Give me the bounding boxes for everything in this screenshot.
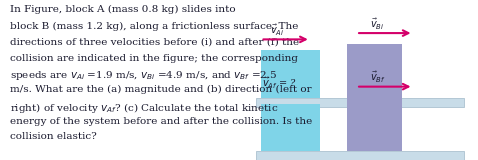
FancyBboxPatch shape (256, 98, 464, 107)
FancyBboxPatch shape (347, 98, 402, 151)
Text: block B (mass 1.2 kg), along a frictionless surface. The: block B (mass 1.2 kg), along a frictionl… (10, 22, 298, 31)
Text: speeds are $v_{Ai}$ =1.9 m/s, $v_{Bi}$ =4.9 m/s, and $v_{Bf}$ =2.5: speeds are $v_{Ai}$ =1.9 m/s, $v_{Bi}$ =… (10, 69, 277, 82)
Text: collision elastic?: collision elastic? (10, 132, 96, 141)
Text: collision are indicated in the figure; the corresponding: collision are indicated in the figure; t… (10, 54, 298, 63)
FancyBboxPatch shape (256, 151, 464, 160)
Text: m/s. What are the (a) magnitude and (b) direction (left or: m/s. What are the (a) magnitude and (b) … (10, 85, 311, 94)
Text: $\vec{v}_{Ai}$: $\vec{v}_{Ai}$ (270, 23, 284, 38)
Text: directions of three velocities before (i) and after (f) the: directions of three velocities before (i… (10, 38, 299, 47)
Text: In Figure, block A (mass 0.8 kg) slides into: In Figure, block A (mass 0.8 kg) slides … (10, 5, 235, 14)
Text: $\vec{v}_{Bi}$: $\vec{v}_{Bi}$ (370, 16, 385, 32)
FancyBboxPatch shape (261, 50, 320, 98)
Text: $\vec{v}_{Af}$ = ?: $\vec{v}_{Af}$ = ? (262, 76, 297, 91)
FancyBboxPatch shape (347, 44, 402, 98)
Text: energy of the system before and after the collision. Is the: energy of the system before and after th… (10, 117, 312, 126)
Text: right) of velocity $v_{Af}$? (c) Calculate the total kinetic: right) of velocity $v_{Af}$? (c) Calcula… (10, 101, 278, 115)
FancyBboxPatch shape (261, 104, 320, 151)
Text: $\vec{v}_{Bf}$: $\vec{v}_{Bf}$ (370, 70, 386, 85)
